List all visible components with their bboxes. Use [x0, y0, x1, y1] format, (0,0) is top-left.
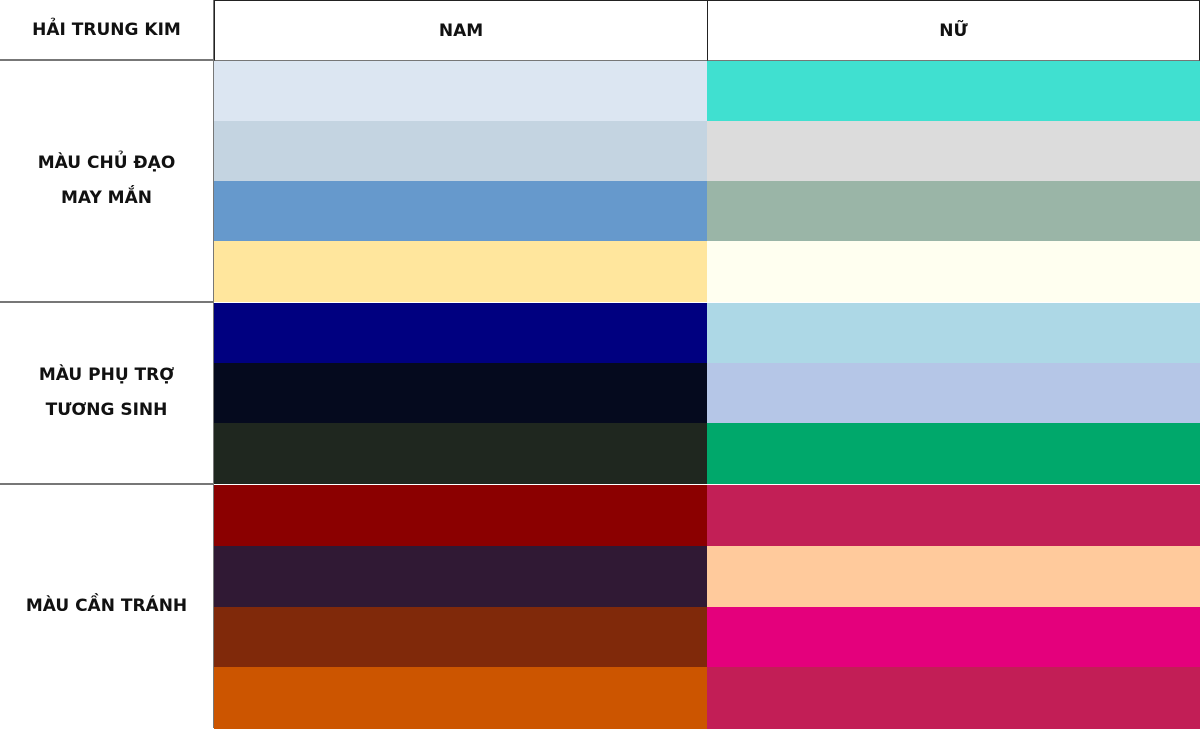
nu-color-swatch — [707, 241, 1200, 302]
nam-color-swatch — [214, 181, 707, 242]
nu-color-swatch — [707, 181, 1200, 242]
section-label: MÀU PHỤ TRỢ TƯƠNG SINH — [0, 303, 214, 485]
nam-color-swatch — [214, 667, 707, 729]
nam-color-swatch — [214, 606, 707, 668]
section-label-line: MÀU CẦN TRÁNH — [25, 596, 188, 616]
nam-color-swatch — [214, 61, 707, 122]
header-nu: NỮ — [707, 0, 1200, 61]
nu-color-swatch — [707, 303, 1200, 364]
header-corner: HẢI TRUNG KIM — [0, 0, 214, 61]
nu-color-swatch — [707, 485, 1200, 547]
header-nu-label: NỮ — [939, 20, 968, 41]
nam-color-swatch — [214, 545, 707, 607]
section-label-line: MÀU CHỦ ĐẠO — [37, 153, 176, 173]
section-label: MÀU CHỦ ĐẠO MAY MẮN — [0, 61, 214, 303]
header-corner-label: HẢI TRUNG KIM — [32, 19, 181, 40]
nam-color-swatch — [214, 363, 707, 424]
nu-color-swatch — [707, 423, 1200, 484]
section-label-line: MAY MẮN — [61, 188, 152, 208]
section-label-line: TƯƠNG SINH — [45, 400, 168, 420]
nu-color-swatch — [707, 606, 1200, 668]
nam-color-swatch — [214, 303, 707, 364]
nam-color-swatch — [214, 121, 707, 182]
nam-color-swatch — [214, 423, 707, 484]
section-label: MÀU CẦN TRÁNH — [0, 485, 214, 728]
nam-color-swatch — [214, 241, 707, 302]
nam-color-swatch — [214, 485, 707, 547]
nu-color-swatch — [707, 121, 1200, 182]
header-nam: NAM — [214, 0, 708, 61]
nu-color-swatch — [707, 61, 1200, 122]
header-nam-label: NAM — [438, 20, 484, 41]
section-label-line: MÀU PHỤ TRỢ — [38, 365, 175, 385]
nu-color-swatch — [707, 363, 1200, 424]
nu-color-swatch — [707, 667, 1200, 729]
nu-color-swatch — [707, 545, 1200, 607]
